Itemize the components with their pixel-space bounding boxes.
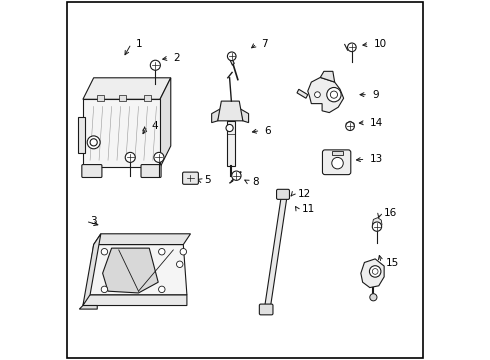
Polygon shape (83, 295, 187, 306)
Circle shape (315, 92, 320, 98)
Text: 9: 9 (372, 90, 379, 100)
Circle shape (372, 269, 378, 274)
Bar (83, 99, 160, 167)
FancyBboxPatch shape (82, 165, 102, 177)
Polygon shape (79, 306, 97, 309)
Circle shape (332, 157, 343, 169)
Text: 2: 2 (173, 53, 180, 63)
Circle shape (90, 139, 97, 146)
FancyBboxPatch shape (183, 172, 198, 184)
Polygon shape (218, 101, 243, 121)
Polygon shape (102, 248, 158, 293)
Polygon shape (346, 121, 354, 127)
Circle shape (159, 248, 165, 255)
Circle shape (87, 136, 100, 149)
Polygon shape (83, 78, 171, 99)
Polygon shape (239, 108, 248, 123)
FancyBboxPatch shape (141, 165, 161, 177)
Text: 5: 5 (204, 175, 210, 185)
Text: 3: 3 (90, 216, 97, 226)
Circle shape (232, 171, 241, 180)
Bar (119, 95, 126, 101)
Text: 7: 7 (261, 39, 268, 49)
Text: 12: 12 (297, 189, 311, 199)
Polygon shape (297, 89, 308, 98)
Text: 16: 16 (384, 208, 397, 218)
Circle shape (154, 152, 164, 162)
Polygon shape (265, 194, 287, 310)
Polygon shape (230, 58, 234, 65)
Circle shape (227, 52, 236, 60)
Circle shape (150, 60, 160, 70)
Circle shape (159, 286, 165, 293)
Circle shape (372, 222, 382, 231)
Polygon shape (87, 244, 187, 295)
Bar (144, 95, 151, 101)
Text: 4: 4 (152, 121, 158, 131)
Circle shape (346, 122, 354, 131)
Text: 6: 6 (265, 126, 271, 135)
Bar (332, 150, 343, 155)
Circle shape (125, 152, 135, 162)
Bar (77, 117, 85, 153)
Polygon shape (212, 108, 221, 123)
Circle shape (101, 248, 108, 255)
Bar (227, 121, 235, 166)
Text: 11: 11 (302, 204, 315, 215)
Text: 10: 10 (373, 40, 387, 49)
Polygon shape (308, 77, 343, 113)
Circle shape (347, 43, 356, 51)
FancyBboxPatch shape (322, 150, 351, 175)
Circle shape (180, 248, 187, 255)
Polygon shape (320, 71, 335, 82)
Polygon shape (94, 234, 191, 244)
Circle shape (370, 294, 377, 301)
Text: 15: 15 (386, 258, 399, 268)
Text: 1: 1 (136, 39, 142, 49)
Circle shape (330, 91, 338, 98)
FancyBboxPatch shape (276, 189, 290, 199)
Polygon shape (160, 78, 171, 167)
Circle shape (176, 261, 183, 267)
Circle shape (327, 87, 341, 102)
Text: 14: 14 (370, 118, 383, 128)
Circle shape (369, 266, 381, 277)
Circle shape (101, 286, 108, 293)
FancyBboxPatch shape (259, 304, 273, 315)
Bar (97, 95, 104, 101)
Text: 13: 13 (370, 154, 383, 164)
Polygon shape (83, 234, 101, 306)
Polygon shape (372, 218, 382, 227)
Polygon shape (361, 259, 384, 288)
Text: 8: 8 (252, 177, 259, 187)
Circle shape (226, 125, 233, 132)
